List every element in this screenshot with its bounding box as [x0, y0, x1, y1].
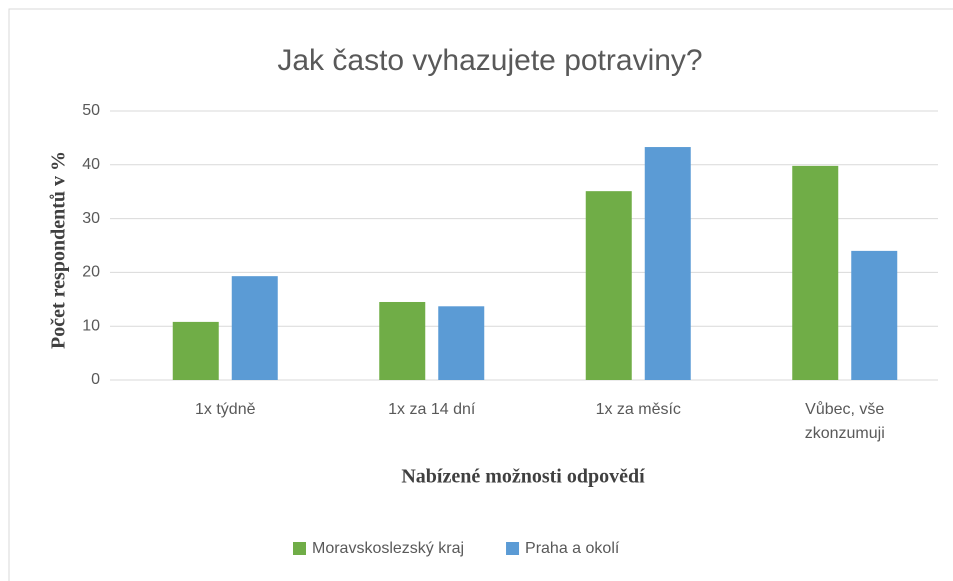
- y-axis-title: Počet respondentů v %: [48, 151, 70, 349]
- y-tick-label: 0: [91, 371, 100, 388]
- legend-swatch: [293, 542, 306, 555]
- y-tick-label: 10: [82, 317, 100, 334]
- x-tick-label: 1x týdně: [195, 401, 256, 418]
- y-tick-label: 50: [82, 102, 100, 119]
- legend-label: Moravskoslezský kraj: [312, 540, 464, 557]
- x-tick-label: Vůbec, vše zkonzumuji: [804, 401, 885, 442]
- chart-frame: [8, 8, 953, 581]
- bar: [172, 321, 219, 380]
- bar: [644, 147, 691, 380]
- y-tick-label: 20: [82, 264, 100, 281]
- y-tick-label: 40: [82, 156, 100, 173]
- bar: [379, 301, 426, 380]
- bar: [231, 276, 278, 380]
- x-tick-label: 1x za měsíc: [595, 401, 681, 418]
- bar: [792, 165, 839, 380]
- bar: [438, 306, 485, 380]
- x-tick-label: 1x za 14 dní: [388, 401, 476, 418]
- chart-title: Jak často vyhazujete potraviny?: [277, 44, 702, 77]
- bar: [851, 250, 898, 380]
- bar: [585, 191, 632, 380]
- legend-swatch: [506, 542, 520, 555]
- legend-label: Praha a okolí: [525, 540, 620, 557]
- y-tick-label: 30: [82, 210, 100, 227]
- x-axis-title: Nabízené možnosti odpovědí: [401, 466, 645, 488]
